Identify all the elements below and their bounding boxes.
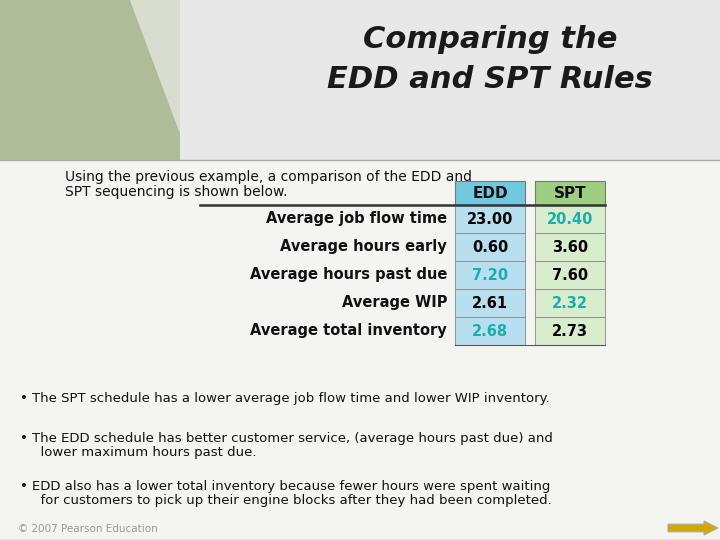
Text: The SPT schedule has a lower average job flow time and lower WIP inventory.: The SPT schedule has a lower average job… [32, 392, 550, 405]
Text: EDD and SPT Rules: EDD and SPT Rules [327, 65, 653, 94]
Bar [535, 261, 605, 289]
Text: Comparing the: Comparing the [363, 25, 617, 55]
Bar [535, 289, 605, 317]
Text: 2.68: 2.68 [472, 323, 508, 339]
Text: 3.60: 3.60 [552, 240, 588, 254]
Bar [180, 0, 720, 160]
Text: Average WIP: Average WIP [341, 295, 447, 310]
Bar [455, 289, 525, 317]
Text: EDD also has a lower total inventory because fewer hours were spent waiting: EDD also has a lower total inventory bec… [32, 480, 550, 493]
Bar [0, 160, 720, 540]
Bar [535, 233, 605, 261]
Bar [535, 181, 605, 205]
Bar [455, 317, 525, 345]
Text: 2.61: 2.61 [472, 295, 508, 310]
Text: for customers to pick up their engine blocks after they had been completed.: for customers to pick up their engine bl… [32, 494, 552, 507]
Text: Using the previous example, a comparison of the EDD and: Using the previous example, a comparison… [65, 170, 472, 184]
Text: 2.32: 2.32 [552, 295, 588, 310]
Text: Average total inventory: Average total inventory [251, 323, 447, 339]
Text: 7.60: 7.60 [552, 267, 588, 282]
Bar [455, 205, 525, 233]
Text: 7.20: 7.20 [472, 267, 508, 282]
Polygon shape [130, 0, 240, 160]
Text: SPT sequencing is shown below.: SPT sequencing is shown below. [65, 185, 287, 199]
Text: 2.73: 2.73 [552, 323, 588, 339]
Text: lower maximum hours past due.: lower maximum hours past due. [32, 446, 256, 459]
Bar [535, 205, 605, 233]
Text: SPT: SPT [554, 186, 586, 200]
Text: 20.40: 20.40 [546, 212, 593, 226]
Bar [455, 233, 525, 261]
Polygon shape [0, 0, 190, 160]
Text: Average hours past due: Average hours past due [250, 267, 447, 282]
Bar [455, 261, 525, 289]
Text: •: • [20, 392, 28, 405]
Text: Average job flow time: Average job flow time [266, 212, 447, 226]
Text: 23.00: 23.00 [467, 212, 513, 226]
Text: © 2007 Pearson Education: © 2007 Pearson Education [18, 524, 158, 534]
Bar [455, 181, 525, 205]
Text: EDD: EDD [472, 186, 508, 200]
Text: 0.60: 0.60 [472, 240, 508, 254]
Text: Average hours early: Average hours early [280, 240, 447, 254]
FancyArrow shape [668, 521, 718, 535]
Text: •: • [20, 480, 28, 493]
Text: The EDD schedule has better customer service, (average hours past due) and: The EDD schedule has better customer ser… [32, 432, 553, 445]
Bar [535, 317, 605, 345]
Text: •: • [20, 432, 28, 445]
Bar [0, 0, 720, 160]
